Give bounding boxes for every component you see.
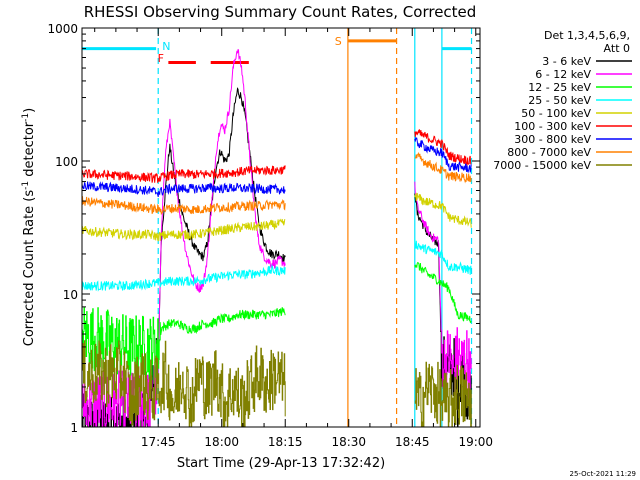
annotation-night: N <box>162 40 170 53</box>
series-line <box>414 361 472 428</box>
series-layer <box>81 49 472 428</box>
y-tick-label: 100 <box>55 155 78 169</box>
series-line <box>414 261 472 324</box>
series-line <box>414 181 472 405</box>
legend-label: 300 - 800 keV <box>514 133 591 146</box>
legend-label: 12 - 25 keV <box>528 81 591 94</box>
y-axis-label-superscript-2: -1 <box>21 113 31 122</box>
x-tick-label: 17:45 <box>141 435 176 449</box>
chart-title: RHESSI Observing Summary Count Rates, Co… <box>84 3 477 21</box>
x-tick-label: 18:30 <box>331 435 366 449</box>
y-axis-label-middle: detector <box>22 121 37 181</box>
x-tick-label: 19:00 <box>458 435 493 449</box>
annotation-flare: F <box>158 52 164 65</box>
legend-label: 6 - 12 keV <box>535 68 591 81</box>
x-axis-label: Start Time (29-Apr-13 17:32:42) <box>177 456 385 471</box>
legend-label: 100 - 300 keV <box>514 120 591 133</box>
plot-frame <box>81 27 481 428</box>
y-tick-label: 10 <box>63 288 78 302</box>
legend-label: 800 - 7000 keV <box>507 146 591 159</box>
series-line <box>81 263 286 292</box>
series-line <box>414 151 472 184</box>
legend-label: 3 - 6 keV <box>542 55 591 68</box>
legend-label: 25 - 50 keV <box>528 94 591 107</box>
axis-layer: 17:45 18:00 18:15 18:30 18:45 19:00 1 10 100 1000 <box>47 22 493 449</box>
legend-header-line2: Att 0 <box>604 42 630 55</box>
series-line <box>414 238 472 275</box>
series-line <box>81 165 286 183</box>
legend-label: 7000 - 15000 keV <box>493 159 591 172</box>
annotation-saa: S <box>335 35 342 48</box>
x-tick-label: 18:15 <box>268 435 303 449</box>
series-line <box>81 181 286 198</box>
legend-header-line1: Det 1,3,4,5,6,9, <box>544 29 630 42</box>
legend-label: 50 - 100 keV <box>521 107 591 120</box>
x-tick-label: 18:45 <box>395 435 430 449</box>
series-line <box>82 340 286 428</box>
y-axis-label-end: ) <box>22 108 37 113</box>
series-line <box>414 129 472 166</box>
y-axis-label: Corrected Count Rate (s-1 detector-1) <box>21 108 37 346</box>
series-line <box>81 218 286 242</box>
y-tick-label: 1000 <box>47 22 78 36</box>
series-line <box>414 137 472 174</box>
series-line <box>414 192 472 228</box>
y-axis-label-main: Corrected Count Rate (s <box>22 190 37 347</box>
x-tick-label: 18:00 <box>204 435 239 449</box>
y-tick-label: 1 <box>70 421 78 435</box>
footer-timestamp: 25-Oct-2021 11:29 <box>570 470 636 478</box>
series-line <box>81 196 286 216</box>
y-axis-label-superscript-1: -1 <box>21 181 31 190</box>
